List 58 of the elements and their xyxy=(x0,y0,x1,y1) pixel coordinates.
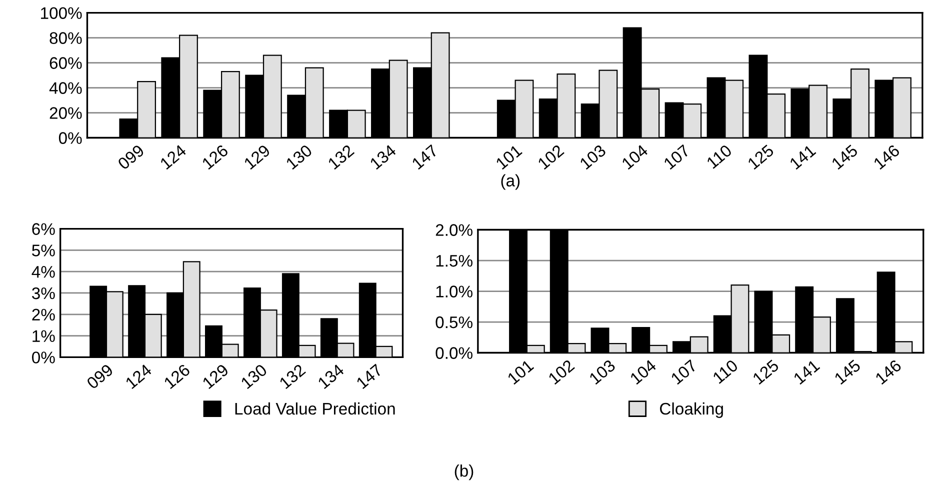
x-tick-label: 124 xyxy=(124,363,152,390)
x-tick-label: 129 xyxy=(243,144,271,170)
x-tick-label: 110 xyxy=(712,359,739,384)
x-tick-label: 126 xyxy=(201,144,229,170)
x-tick-label: 145 xyxy=(834,359,862,385)
x-tick-label: 146 xyxy=(873,144,900,170)
y-tick-label: 1.5% xyxy=(436,254,472,267)
y-tick-label: 20% xyxy=(50,107,82,119)
x-tick-label: 102 xyxy=(537,144,565,170)
x-tick-label: 147 xyxy=(356,364,383,390)
x-tick-label: 124 xyxy=(160,144,187,170)
y-tick-label: 1.0% xyxy=(436,286,472,298)
legend-label: Cloaking xyxy=(660,402,723,418)
x-tick-label: 132 xyxy=(278,364,306,390)
y-tick-label: 3% xyxy=(32,287,55,300)
x-tick-label: 147 xyxy=(411,144,439,170)
x-tick-label: 101 xyxy=(495,144,523,170)
x-tick-label: 103 xyxy=(579,144,607,170)
x-tick-label: 146 xyxy=(874,359,902,385)
x-tick-label: 126 xyxy=(163,364,191,390)
y-tick-label: 6% xyxy=(32,223,55,235)
y-tick-label: 0% xyxy=(32,352,55,364)
legend-label: Load Value Prediction xyxy=(235,402,395,415)
x-tick-label: 141 xyxy=(793,359,820,385)
x-tick-label: 145 xyxy=(831,144,858,170)
x-tick-label: 130 xyxy=(240,364,268,390)
y-tick-label: 5% xyxy=(32,244,55,256)
x-tick-label: 134 xyxy=(369,144,397,170)
x-tick-label: 104 xyxy=(630,358,658,385)
x-tick-label: 132 xyxy=(327,144,355,170)
y-tick-label: 2.0% xyxy=(436,224,472,236)
x-tick-label: 103 xyxy=(588,359,616,385)
text: (a) xyxy=(501,174,520,190)
y-tick-label: 1% xyxy=(32,330,55,342)
y-tick-label: 60% xyxy=(50,57,82,69)
text: (b) xyxy=(454,464,474,480)
y-tick-label: 0.5% xyxy=(436,316,472,328)
x-tick-label: 107 xyxy=(670,359,698,385)
x-tick-label: 102 xyxy=(548,359,576,385)
y-tick-label: 40% xyxy=(49,82,82,94)
x-tick-label: 125 xyxy=(747,144,774,170)
x-tick-label: 125 xyxy=(752,359,780,385)
x-tick-label: 099 xyxy=(117,144,145,170)
x-tick-label: 104 xyxy=(621,144,649,170)
x-tick-label: 101 xyxy=(506,359,534,385)
x-tick-label: 129 xyxy=(202,364,230,390)
x-tick-label: 107 xyxy=(663,144,690,170)
y-tick-label: 4% xyxy=(32,266,55,278)
y-tick-label: 0% xyxy=(58,132,82,144)
y-tick-label: 100% xyxy=(41,7,82,19)
x-tick-label: 099 xyxy=(86,364,114,390)
x-tick-label: 130 xyxy=(285,144,313,170)
x-tick-label: 110 xyxy=(706,144,733,169)
x-tick-label: 141 xyxy=(789,144,816,170)
y-tick-label: 0.0% xyxy=(436,347,472,359)
y-tick-label: 2% xyxy=(32,308,55,321)
y-tick-label: 80% xyxy=(50,32,82,44)
x-tick-label: 134 xyxy=(317,363,345,390)
